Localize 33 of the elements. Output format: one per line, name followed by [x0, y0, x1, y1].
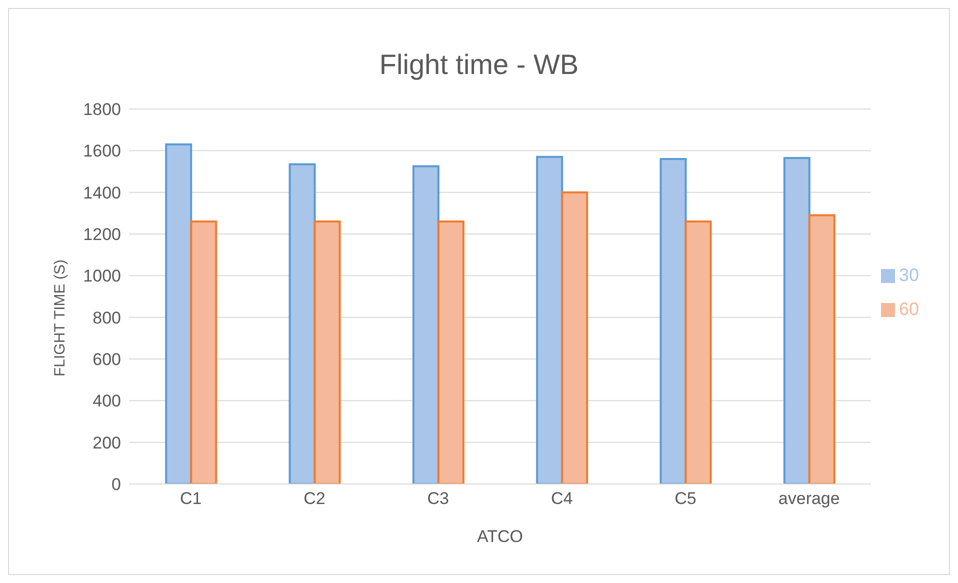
y-tick-label: 1400 — [83, 183, 121, 202]
y-tick-label: 600 — [92, 350, 121, 370]
legend-label: 30 — [898, 264, 919, 284]
bar — [288, 163, 316, 484]
x-axis-title: ATCO — [477, 527, 523, 546]
y-tick-label: 400 — [92, 392, 121, 411]
bar — [314, 220, 341, 484]
bar — [536, 156, 564, 484]
legend-label: 60 — [898, 298, 919, 318]
x-tick-label: C4 — [550, 489, 573, 508]
bar — [437, 220, 464, 484]
bar — [561, 191, 588, 484]
x-tick-label: C3 — [427, 489, 450, 508]
y-tick-label: 200 — [92, 433, 121, 452]
y-tick-label: 1600 — [83, 142, 121, 161]
y-tick-label: 1200 — [83, 225, 121, 244]
bar — [660, 158, 687, 484]
y-tick-label: 1800 — [83, 100, 121, 120]
bar — [684, 220, 712, 484]
x-tick-label: C5 — [674, 489, 696, 508]
x-tick-label: C1 — [180, 489, 202, 508]
y-tick-label: 0 — [112, 475, 121, 494]
y-tick-label: 800 — [92, 308, 121, 328]
bar — [165, 143, 192, 484]
bar — [412, 165, 440, 484]
bar — [808, 214, 836, 484]
bar — [190, 220, 218, 484]
x-tick-label: average — [778, 489, 840, 508]
chart-title: Flight time - WB — [378, 49, 580, 81]
y-axis-title: FLIGHT TIME (S) — [51, 260, 68, 376]
bar — [783, 156, 810, 484]
y-tick-label: 1000 — [83, 266, 121, 286]
x-tick-label: C2 — [304, 489, 326, 508]
